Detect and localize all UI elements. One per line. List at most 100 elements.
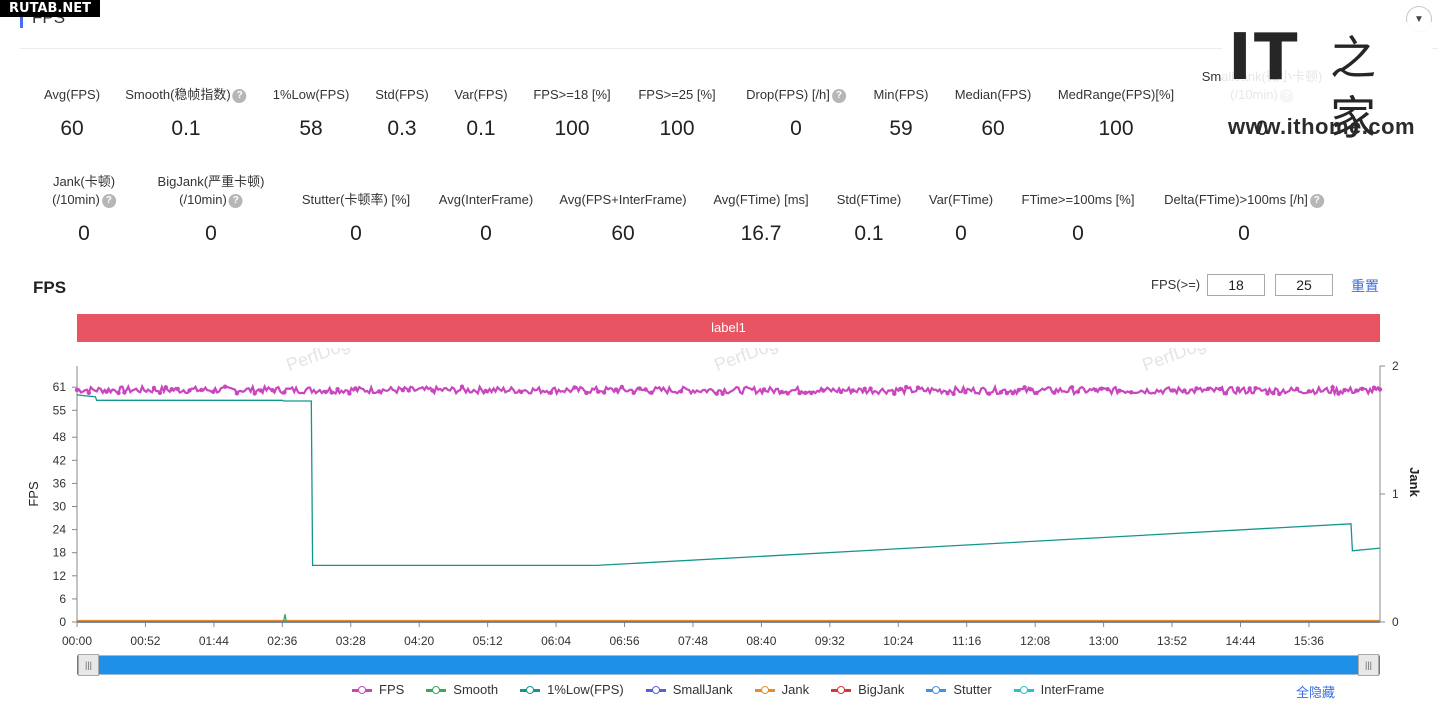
series-fps-point xyxy=(785,391,790,396)
metric-label-text: Avg(FPS) xyxy=(43,87,101,102)
x-tick-label: 15:36 xyxy=(1294,634,1324,648)
series-fps-point xyxy=(631,390,636,395)
series-fps-point xyxy=(1129,390,1134,395)
legend-item-smalljank[interactable]: SmallJank xyxy=(645,682,733,697)
metric-value: 0.1 xyxy=(466,117,496,140)
threshold-input-2[interactable]: 25 xyxy=(1275,274,1333,296)
metric-value: 0.1 xyxy=(171,117,201,140)
metric-label-text: 1%Low(FPS) xyxy=(272,87,350,102)
metric-metrics_row1-9: Median(FPS) 60 xyxy=(955,86,1032,141)
help-icon[interactable]: ? xyxy=(228,193,243,208)
series-fps-point xyxy=(915,385,921,390)
series-fps-point xyxy=(868,386,873,391)
metric-label: Drop(FPS) [/h]? xyxy=(746,86,846,104)
series-fps-point xyxy=(1306,389,1312,394)
metric-metrics_row2-2: Stutter(卡顿率) [%] 0 xyxy=(302,191,410,246)
metric-metrics_row1-2: 1%Low(FPS) 58 xyxy=(273,86,350,141)
series-fps-point xyxy=(1360,386,1365,391)
x-tick-label: 06:56 xyxy=(610,634,640,648)
threshold-input-1[interactable]: 18 xyxy=(1207,274,1265,296)
metric-label-unit: (/10min) xyxy=(52,192,100,207)
metric-label-text: Smooth(稳帧指数) xyxy=(125,87,231,102)
series-fps-point xyxy=(116,390,121,396)
metric-metrics_row2-9: Delta(FTime)>100ms [/h]? 0 xyxy=(1164,191,1324,246)
series-fps-point xyxy=(163,385,168,390)
metric-label: BigJank(严重卡顿) (/10min)? xyxy=(157,173,265,209)
legend-item-fps[interactable]: FPS xyxy=(352,682,404,697)
metric-value: 0 xyxy=(205,222,217,245)
metric-label: Stutter(卡顿率) [%] xyxy=(302,191,410,209)
hide-all-button[interactable]: 全隐藏 xyxy=(1296,685,1336,700)
legend-label: Jank xyxy=(781,682,810,697)
help-icon[interactable]: ? xyxy=(1309,193,1324,208)
series-fps-point xyxy=(86,390,92,395)
series-fps-point xyxy=(151,385,157,391)
legend-item-stutter[interactable]: Stutter xyxy=(926,682,992,697)
metric-metrics_row2-0: Jank(卡顿) (/10min)? 0 xyxy=(52,173,116,246)
series-fps-point xyxy=(892,391,897,396)
metric-label: Avg(FPS+InterFrame) xyxy=(559,191,686,209)
label-bar[interactable]: label1 xyxy=(77,314,1380,342)
metric-value: 0 xyxy=(1072,222,1084,245)
metric-metrics_row1-6: FPS>=25 [%] 100 xyxy=(638,86,715,141)
help-icon[interactable]: ? xyxy=(831,88,846,103)
y2-tick-label: 1 xyxy=(1392,487,1399,501)
scroll-handle-right[interactable]: ||| xyxy=(1358,654,1379,676)
legend-item-1-low-fps[interactable]: 1%Low(FPS) xyxy=(520,682,624,697)
series-fps-point xyxy=(862,386,867,391)
metric-value: 60 xyxy=(611,222,635,245)
x-tick-label: 06:04 xyxy=(541,634,571,648)
x-tick-label: 04:20 xyxy=(404,634,434,648)
series-fps-point xyxy=(678,389,684,394)
scroll-handle-left[interactable]: ||| xyxy=(78,654,99,676)
legend-swatch-icon xyxy=(520,684,541,696)
series-fps-point xyxy=(596,389,601,394)
x-tick-label: 12:08 xyxy=(1020,634,1050,648)
metric-label-text: FPS>=25 [%] xyxy=(638,87,716,102)
metric-label: Std(FTime) xyxy=(837,191,902,209)
metric-label: Avg(FPS) xyxy=(44,86,100,104)
series-fps-point xyxy=(1294,386,1300,391)
help-icon[interactable]: ? xyxy=(101,193,116,208)
metric-label: Median(FPS) xyxy=(955,86,1032,104)
series-fps-point xyxy=(779,389,784,395)
series-fps-point xyxy=(1223,391,1229,396)
series-fps-point xyxy=(1010,391,1015,396)
help-icon[interactable]: ? xyxy=(232,88,247,103)
series-fps-point xyxy=(1069,385,1075,390)
x-tick-label: 08:40 xyxy=(746,634,776,648)
series-fps-point xyxy=(613,387,619,392)
y-tick-label: 48 xyxy=(53,430,67,444)
metric-value: 100 xyxy=(659,117,695,140)
metric-label: Std(FPS) xyxy=(375,86,428,104)
metric-value: 0 xyxy=(480,222,492,245)
metric-metrics_row1-10: MedRange(FPS)[%] 100 xyxy=(1058,86,1174,141)
metric-metrics_row1-7: Drop(FPS) [/h]? 0 xyxy=(746,86,846,141)
legend-item-jank[interactable]: Jank xyxy=(754,682,810,697)
legend-item-interframe[interactable]: InterFrame xyxy=(1013,682,1104,697)
series-fps-point xyxy=(211,389,216,394)
series-fps-point xyxy=(838,389,844,395)
legend-label: SmallJank xyxy=(672,682,733,697)
x-tick-label: 14:44 xyxy=(1225,634,1255,648)
series-fps-point xyxy=(572,385,577,390)
metric-metrics_row2-3: Avg(InterFrame) 0 xyxy=(439,191,533,246)
series-fps-point xyxy=(519,389,524,395)
legend-item-bigjank[interactable]: BigJank xyxy=(831,682,904,697)
series-fps-point xyxy=(1028,387,1033,392)
series-fps-point xyxy=(1194,386,1199,391)
series-fps-point xyxy=(803,390,808,395)
chart-legend: FPS Smooth 1%Low(FPS) SmallJank Jank BigJank S… xyxy=(352,682,1126,697)
metric-label: Jank(卡顿) (/10min)? xyxy=(52,173,116,209)
legend-item-smooth[interactable]: Smooth xyxy=(426,682,498,697)
time-range-scrollbar[interactable] xyxy=(77,655,1380,675)
series-fps-point xyxy=(548,390,553,395)
site-watermark: RUTAB.NET xyxy=(0,0,100,17)
metric-value: 0.1 xyxy=(854,222,884,245)
metric-label-text: BigJank(严重卡顿) xyxy=(157,174,265,189)
metric-label: FTime>=100ms [%] xyxy=(1022,191,1135,209)
metric-value: 100 xyxy=(554,117,590,140)
series-fps-point xyxy=(400,387,405,393)
metric-label: FPS>=18 [%] xyxy=(533,86,610,104)
reset-button[interactable]: 重置 xyxy=(1351,278,1379,294)
